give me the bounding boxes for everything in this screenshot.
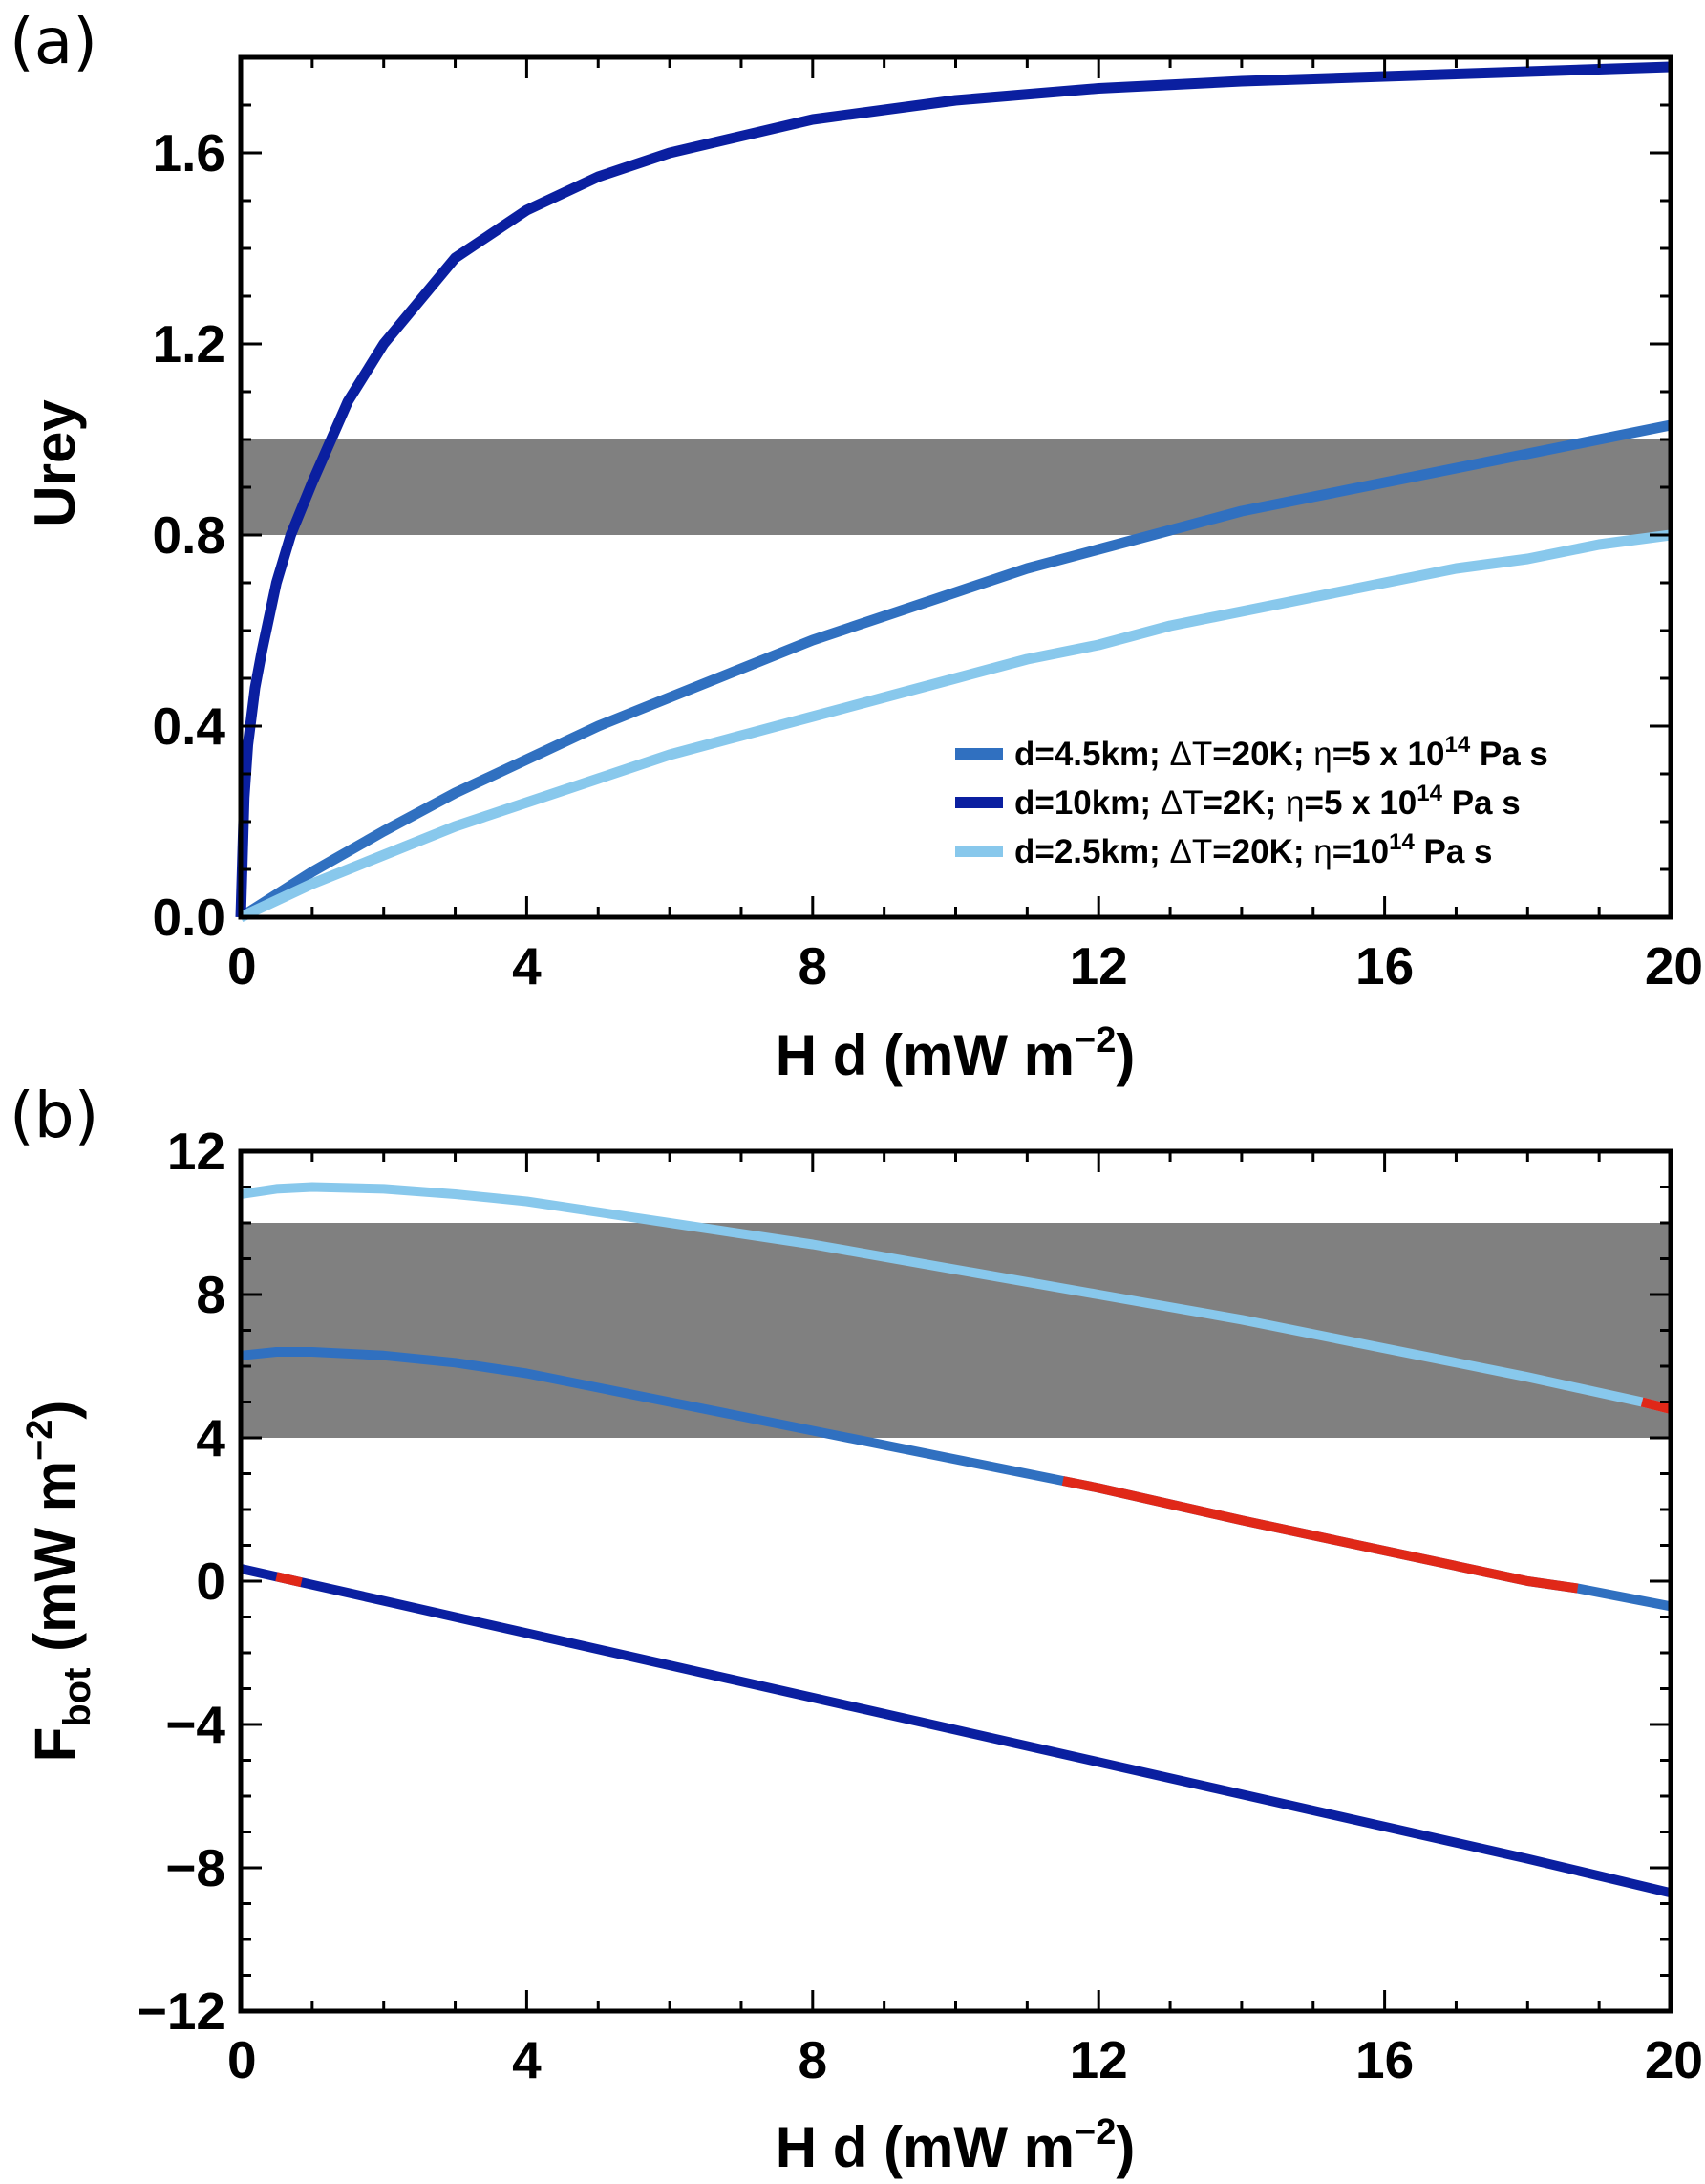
- y-tick-label: 0.4: [153, 696, 226, 756]
- y-tick-label: −8: [165, 1838, 225, 1897]
- legend-label-2: d=10km; ΔT=2K; η=5 x 1014 Pa s: [1014, 781, 1521, 822]
- fbot-ticks-layer: [239, 1149, 1673, 2013]
- series-line-3: [238, 529, 1672, 922]
- y-tick-label: 0.0: [153, 888, 225, 947]
- y-tick-label: 8: [196, 1265, 225, 1324]
- series-line-2: [235, 61, 1672, 918]
- series-highlight-3: [275, 1572, 303, 1588]
- legend-entry-1: d=4.5km; ΔT=20K; η=5 x 1014 Pa s: [955, 732, 1548, 773]
- series-line-3: [239, 1564, 1673, 1898]
- y-axis-label-a: Urey: [23, 399, 87, 527]
- y-tick-label: 0: [196, 1552, 225, 1611]
- x-tick-label: 16: [1355, 2030, 1414, 2089]
- legend-entry-3: d=2.5km; ΔT=20K; η=1014 Pa s: [955, 829, 1493, 870]
- y-tick-label: 4: [196, 1408, 225, 1467]
- x-tick-label: 16: [1355, 936, 1414, 996]
- x-tick-label: 8: [799, 2030, 828, 2089]
- urey-series-layer: [235, 61, 1673, 922]
- x-tick-label: 0: [227, 936, 257, 996]
- legend: d=4.5km; ΔT=20K; η=5 x 1014 Pa s d=10km;…: [955, 732, 1548, 870]
- x-tick-label: 4: [512, 2030, 542, 2089]
- x-tick-label: 12: [1070, 2030, 1128, 2089]
- fbot-band-layer: [241, 1223, 1671, 1438]
- y-tick-label: 1.6: [153, 123, 225, 182]
- x-tick-label: 0: [227, 2030, 257, 2089]
- fbot-x-tick-labels: 0 4 8 12 16 20: [227, 2030, 1703, 2089]
- panel-a: (a) 0 4 8 12 16 20 0.0 0.4 0.8 1.2 1.6 H d (mW m−…: [10, 5, 1703, 1087]
- fbot-series-layer: [239, 1182, 1673, 1898]
- series-highlight-2: [1061, 1476, 1579, 1594]
- series-highlight-1: [1640, 1397, 1673, 1414]
- y-tick-label: 12: [167, 1122, 225, 1181]
- y-tick-label: 1.2: [153, 314, 225, 374]
- y-axis-label-b: Fbot (mW m−2): [20, 1401, 98, 1763]
- urey-x-tick-labels: 0 4 8 12 16 20: [227, 936, 1703, 996]
- x-tick-label: 20: [1645, 936, 1703, 996]
- legend-label-1: d=4.5km; ΔT=20K; η=5 x 1014 Pa s: [1014, 732, 1548, 773]
- y-tick-label: −4: [165, 1695, 225, 1754]
- x-axis-label-b: H d (mW m−2): [776, 2112, 1136, 2179]
- panel-label-b: (b): [10, 1079, 98, 1152]
- legend-label-3: d=2.5km; ΔT=20K; η=1014 Pa s: [1014, 829, 1493, 870]
- urey-y-tick-labels: 0.0 0.4 0.8 1.2 1.6: [153, 123, 226, 947]
- y-tick-label: 0.8: [153, 505, 225, 565]
- fbot-y-tick-labels: −12 −8 −4 0 4 8 12: [137, 1122, 226, 2041]
- observed-range-band: [241, 1223, 1671, 1438]
- urey-band-layer: [241, 439, 1671, 535]
- series-line-1: [240, 1182, 1673, 1414]
- y-tick-label: −12: [137, 1981, 225, 2041]
- urey-ticks-layer: [239, 55, 1673, 919]
- x-tick-label: 4: [512, 936, 542, 996]
- observed-range-band: [241, 439, 1671, 535]
- panel-label-a: (a): [10, 5, 97, 78]
- legend-entry-2: d=10km; ΔT=2K; η=5 x 1014 Pa s: [955, 781, 1521, 822]
- series-line-1: [238, 419, 1673, 922]
- x-tick-label: 12: [1070, 936, 1128, 996]
- x-tick-label: 8: [799, 936, 828, 996]
- x-axis-label-a: H d (mW m−2): [776, 1020, 1136, 1087]
- x-tick-label: 20: [1645, 2030, 1703, 2089]
